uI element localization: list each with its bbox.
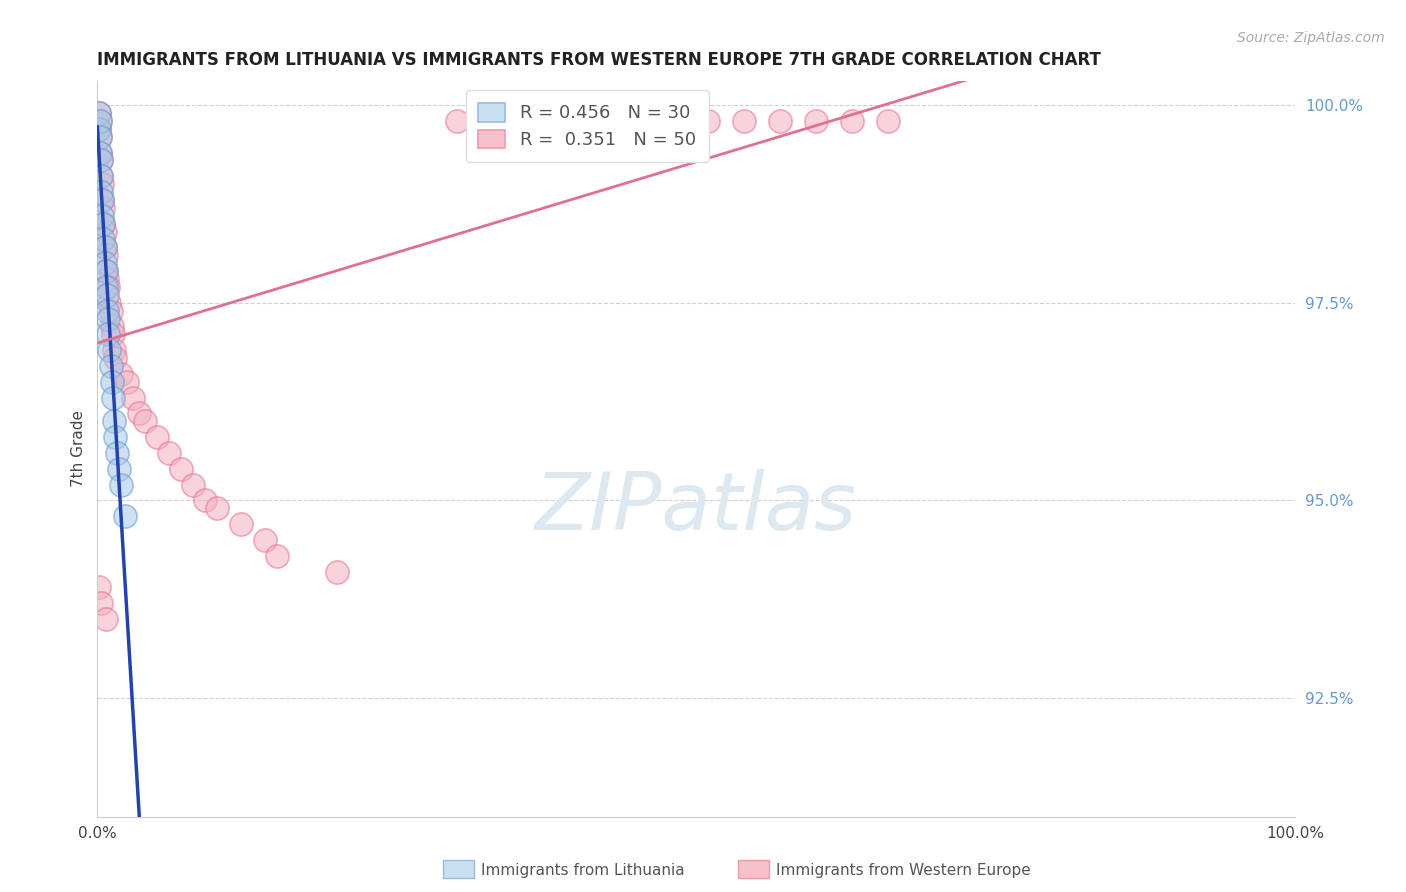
Point [94,280,117,294]
Point [87,580,110,594]
Point [117,375,139,389]
Point [128,406,150,420]
Point [97,311,120,326]
Point [170,461,193,475]
Point [89,129,111,144]
Point [194,493,217,508]
Point [100,375,122,389]
Point [91,193,114,207]
Point [87,106,110,120]
Point [101,327,124,342]
Point [205,501,228,516]
Point [94,264,117,278]
Point [105,446,128,460]
Point [96,272,118,286]
Point [93,240,115,254]
Point [446,114,468,128]
Point [89,145,111,160]
Point [481,114,503,128]
Point [87,121,110,136]
Point [98,295,121,310]
Point [91,201,114,215]
Point [96,303,118,318]
Point [89,114,111,128]
Point [103,343,125,358]
Point [110,367,132,381]
Point [90,185,112,199]
Text: IMMIGRANTS FROM LITHUANIA VS IMMIGRANTS FROM WESTERN EUROPE 7TH GRADE CORRELATIO: IMMIGRANTS FROM LITHUANIA VS IMMIGRANTS … [97,51,1101,69]
Point [157,446,180,460]
Point [89,145,111,160]
Y-axis label: 7th Grade: 7th Grade [72,410,86,487]
Point [108,461,131,475]
Point [93,240,115,254]
Point [103,414,125,428]
Point [90,153,112,168]
Point [91,177,114,191]
Point [91,217,114,231]
Point [266,549,288,563]
Point [87,121,110,136]
Point [90,169,112,184]
Point [98,343,121,358]
Point [89,129,111,144]
Point [93,225,115,239]
Text: Source: ZipAtlas.com: Source: ZipAtlas.com [1237,31,1385,45]
Point [146,430,169,444]
Point [94,248,117,262]
Point [229,517,252,532]
Point [91,232,114,246]
Point [97,327,120,342]
Point [254,533,277,547]
Point [104,351,127,365]
Point [769,114,792,128]
Point [104,430,127,444]
Text: ZIPatlas: ZIPatlas [536,469,858,547]
Point [877,114,900,128]
Point [100,303,122,318]
Point [90,169,112,184]
Point [589,114,612,128]
Point [804,114,827,128]
Point [91,209,114,223]
Point [110,477,132,491]
Legend: R = 0.456   N = 30, R =  0.351   N = 50: R = 0.456 N = 30, R = 0.351 N = 50 [465,90,709,161]
Point [87,106,110,120]
Point [181,477,204,491]
Point [94,264,117,278]
Point [134,414,156,428]
Point [96,288,118,302]
Point [97,280,120,294]
Point [553,114,575,128]
Point [89,114,111,128]
Point [517,114,540,128]
Point [661,114,683,128]
Point [101,391,124,405]
Point [94,612,117,626]
Text: Immigrants from Lithuania: Immigrants from Lithuania [481,863,685,878]
Point [326,565,349,579]
Point [841,114,863,128]
Point [733,114,755,128]
Point [91,217,114,231]
Point [114,509,136,524]
Point [100,359,122,373]
Point [626,114,648,128]
Point [93,256,115,270]
Point [100,319,122,334]
Text: Immigrants from Western Europe: Immigrants from Western Europe [776,863,1031,878]
Point [122,391,145,405]
Point [90,153,112,168]
Point [697,114,720,128]
Point [90,596,112,610]
Point [91,193,114,207]
